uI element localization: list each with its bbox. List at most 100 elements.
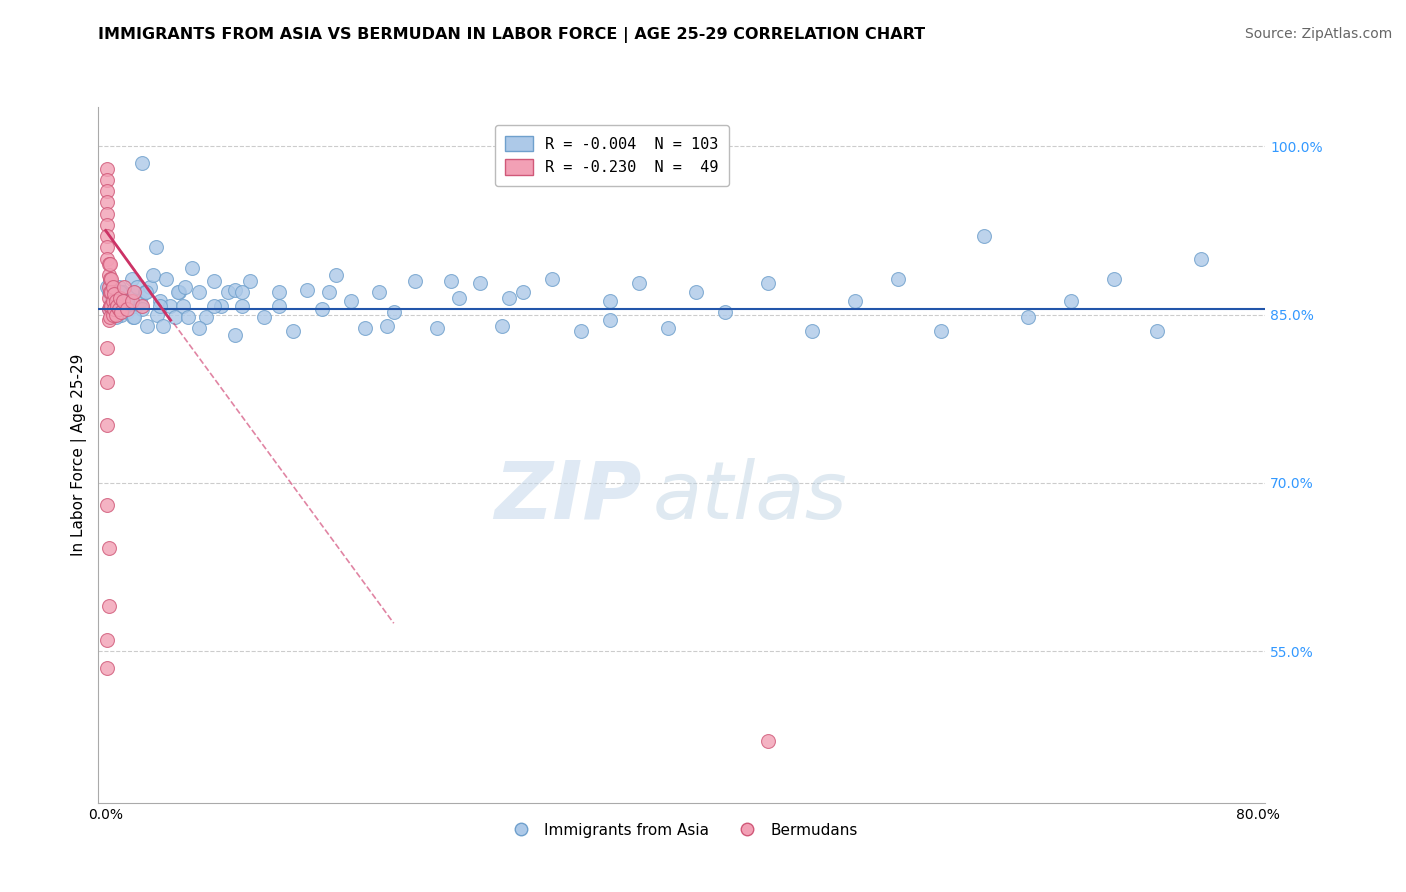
Point <box>599 294 621 309</box>
Point <box>297 283 319 297</box>
Point <box>188 321 211 335</box>
Point <box>97 285 120 300</box>
Point <box>167 285 190 300</box>
Point <box>96 184 118 198</box>
Point <box>149 294 172 309</box>
Point <box>97 301 120 316</box>
Point <box>125 299 148 313</box>
Point <box>756 734 779 748</box>
Point <box>973 229 995 244</box>
Point <box>146 308 169 322</box>
Point <box>118 287 141 301</box>
Point <box>1189 252 1212 266</box>
Point <box>110 305 132 319</box>
Point <box>100 299 122 313</box>
Point <box>800 325 823 339</box>
Point <box>498 291 520 305</box>
Point <box>124 285 146 300</box>
Point <box>135 285 157 300</box>
Point <box>1060 294 1083 309</box>
Point <box>375 318 398 333</box>
Point <box>181 260 204 275</box>
Point <box>627 277 650 291</box>
Point <box>491 318 513 333</box>
Point <box>104 308 127 322</box>
Y-axis label: In Labor Force | Age 25-29: In Labor Force | Age 25-29 <box>72 354 87 556</box>
Point <box>108 296 131 310</box>
Point <box>1017 310 1039 324</box>
Point <box>172 299 194 313</box>
Point <box>267 285 290 300</box>
Point <box>96 218 118 232</box>
Point <box>404 274 426 288</box>
Point <box>98 257 121 271</box>
Point <box>97 291 120 305</box>
Legend: Immigrants from Asia, Bermudans: Immigrants from Asia, Bermudans <box>501 817 863 844</box>
Text: ZIP: ZIP <box>494 458 641 536</box>
Point <box>541 271 564 285</box>
Point <box>136 318 159 333</box>
Point <box>96 279 118 293</box>
Point <box>96 161 118 176</box>
Text: atlas: atlas <box>652 458 848 536</box>
Point <box>470 277 492 291</box>
Point <box>100 271 122 285</box>
Point <box>122 310 145 324</box>
Point <box>231 285 253 300</box>
Point <box>98 285 121 300</box>
Point <box>339 294 361 309</box>
Point <box>110 308 132 322</box>
Point <box>96 633 118 648</box>
Point <box>96 252 118 266</box>
Point <box>929 325 952 339</box>
Point <box>142 268 165 283</box>
Point <box>124 310 146 324</box>
Point <box>426 321 449 335</box>
Point <box>101 308 124 322</box>
Point <box>96 173 118 187</box>
Point <box>756 277 779 291</box>
Point <box>149 299 172 313</box>
Point <box>173 279 195 293</box>
Point <box>104 294 127 309</box>
Point <box>139 279 162 293</box>
Point <box>217 285 239 300</box>
Point <box>155 271 177 285</box>
Point <box>202 299 225 313</box>
Point <box>239 274 262 288</box>
Point <box>115 305 138 319</box>
Point <box>96 661 118 675</box>
Point <box>714 305 737 319</box>
Point <box>152 318 174 333</box>
Point <box>844 294 866 309</box>
Point <box>112 279 135 293</box>
Point <box>100 296 122 310</box>
Point <box>311 301 333 316</box>
Point <box>202 274 225 288</box>
Point <box>97 257 120 271</box>
Point <box>101 301 124 316</box>
Point <box>599 313 621 327</box>
Point <box>98 274 121 288</box>
Point <box>121 271 143 285</box>
Point <box>107 301 129 316</box>
Point <box>325 268 347 283</box>
Point <box>103 279 125 293</box>
Point <box>97 541 120 555</box>
Point <box>382 305 405 319</box>
Text: IMMIGRANTS FROM ASIA VS BERMUDAN IN LABOR FORCE | AGE 25-29 CORRELATION CHART: IMMIGRANTS FROM ASIA VS BERMUDAN IN LABO… <box>98 27 925 43</box>
Point <box>98 310 121 324</box>
Point <box>98 299 121 313</box>
Point <box>166 285 188 300</box>
Point <box>188 285 211 300</box>
Point <box>112 299 135 313</box>
Point <box>267 299 290 313</box>
Point <box>101 279 124 293</box>
Point <box>131 156 153 170</box>
Point <box>224 327 246 342</box>
Point <box>96 229 118 244</box>
Point <box>103 301 125 316</box>
Point <box>318 285 340 300</box>
Point <box>103 287 125 301</box>
Text: Source: ZipAtlas.com: Source: ZipAtlas.com <box>1244 27 1392 41</box>
